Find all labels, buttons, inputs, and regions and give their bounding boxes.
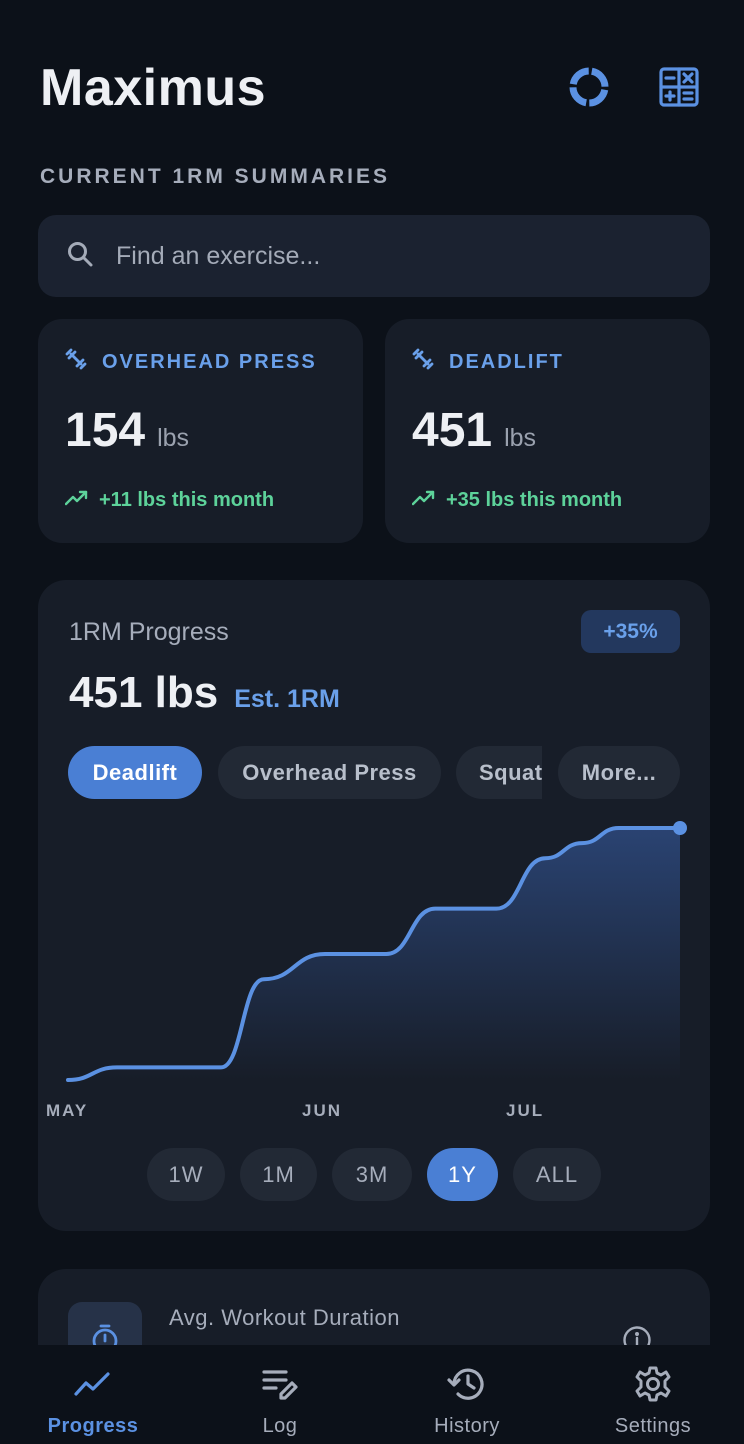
tab-log[interactable]: Log — [187, 1345, 373, 1444]
tab-label: Log — [262, 1415, 298, 1437]
range-1y[interactable]: 1Y — [427, 1148, 498, 1201]
search-icon — [66, 240, 94, 273]
chip-squat[interactable]: Squat — [456, 746, 542, 799]
summary-trend: +11 lbs this month — [64, 489, 275, 512]
progress-value: 451 lbs Est. 1RM — [69, 668, 340, 718]
progress-label: 1RM Progress — [69, 618, 229, 646]
summary-number: 451 — [412, 404, 493, 457]
summary-name: DEADLIFT — [411, 347, 564, 377]
chip-more[interactable]: More... — [558, 746, 680, 799]
tab-label: Settings — [614, 1415, 692, 1437]
search-input[interactable] — [116, 241, 676, 271]
x-tick-label: MAY — [46, 1101, 88, 1120]
summary-name: OVERHEAD PRESS — [64, 347, 317, 377]
calculator-icon[interactable] — [654, 62, 704, 112]
range-1w[interactable]: 1W — [147, 1148, 225, 1201]
dumbbell-icon — [411, 347, 435, 377]
gear-icon — [634, 1365, 672, 1403]
chart-series-line — [66, 826, 682, 1082]
summary-card-overhead-press[interactable]: OVERHEAD PRESS 154 lbs +11 lbs this mont… — [38, 319, 363, 543]
app-title: Maximus — [40, 59, 267, 117]
chip-deadlift[interactable]: Deadlift — [68, 746, 202, 799]
tab-settings[interactable]: Settings — [560, 1345, 744, 1444]
donut-chart-icon[interactable] — [564, 62, 614, 112]
tab-label: Progress — [47, 1415, 139, 1437]
progress-chart: MAY JUN JUL — [46, 821, 687, 1120]
summary-unit: lbs — [504, 424, 537, 452]
progress-card: 1RM Progress +35% 451 lbs Est. 1RM Deadl… — [38, 580, 710, 1231]
avg-duration-label: Avg. Workout Duration — [169, 1305, 401, 1330]
exercise-chips: Deadlift Overhead Press Squat More... — [68, 746, 680, 800]
summary-unit: lbs — [157, 424, 190, 452]
x-tick-label: JUL — [506, 1101, 544, 1120]
summary-name-label: OVERHEAD PRESS — [102, 350, 317, 373]
app-header: Maximus — [40, 56, 704, 120]
percent-badge: +35% — [581, 610, 680, 653]
summary-card-deadlift[interactable]: DEADLIFT 451 lbs +35 lbs this month — [385, 319, 710, 543]
range-1m[interactable]: 1M — [240, 1148, 317, 1201]
chart-end-point — [673, 821, 687, 835]
dumbbell-icon — [64, 347, 88, 377]
tab-history[interactable]: History — [374, 1345, 560, 1444]
bottom-tab-bar: Progress Log History Settings — [0, 1345, 744, 1444]
trending-up-icon — [74, 1365, 112, 1403]
search-bar[interactable] — [38, 215, 710, 297]
range-all[interactable]: ALL — [513, 1148, 601, 1201]
summary-trend-text: +11 lbs this month — [99, 489, 275, 511]
summary-value: 451 lbs — [412, 403, 536, 458]
trending-up-icon — [64, 489, 89, 512]
edit-list-icon — [262, 1365, 298, 1403]
summary-trend: +35 lbs this month — [411, 489, 623, 512]
est-1rm-label: Est. 1RM — [234, 685, 340, 713]
header-actions — [564, 62, 704, 112]
chip-overhead-press[interactable]: Overhead Press — [218, 746, 441, 799]
tab-progress[interactable]: Progress — [0, 1345, 186, 1444]
range-3m[interactable]: 3M — [332, 1148, 412, 1201]
summary-number: 154 — [65, 404, 146, 457]
tab-label: History — [434, 1415, 500, 1437]
x-tick-label: JUN — [302, 1101, 342, 1120]
trending-up-icon — [411, 489, 436, 512]
section-label: CURRENT 1RM SUMMARIES — [40, 165, 391, 188]
range-selector: 1W 1M 3M 1Y ALL — [38, 1148, 710, 1204]
summary-value: 154 lbs — [65, 403, 189, 458]
history-icon — [447, 1365, 487, 1403]
summary-trend-text: +35 lbs this month — [446, 489, 623, 511]
progress-number: 451 lbs — [69, 668, 219, 717]
summary-name-label: DEADLIFT — [449, 350, 564, 373]
